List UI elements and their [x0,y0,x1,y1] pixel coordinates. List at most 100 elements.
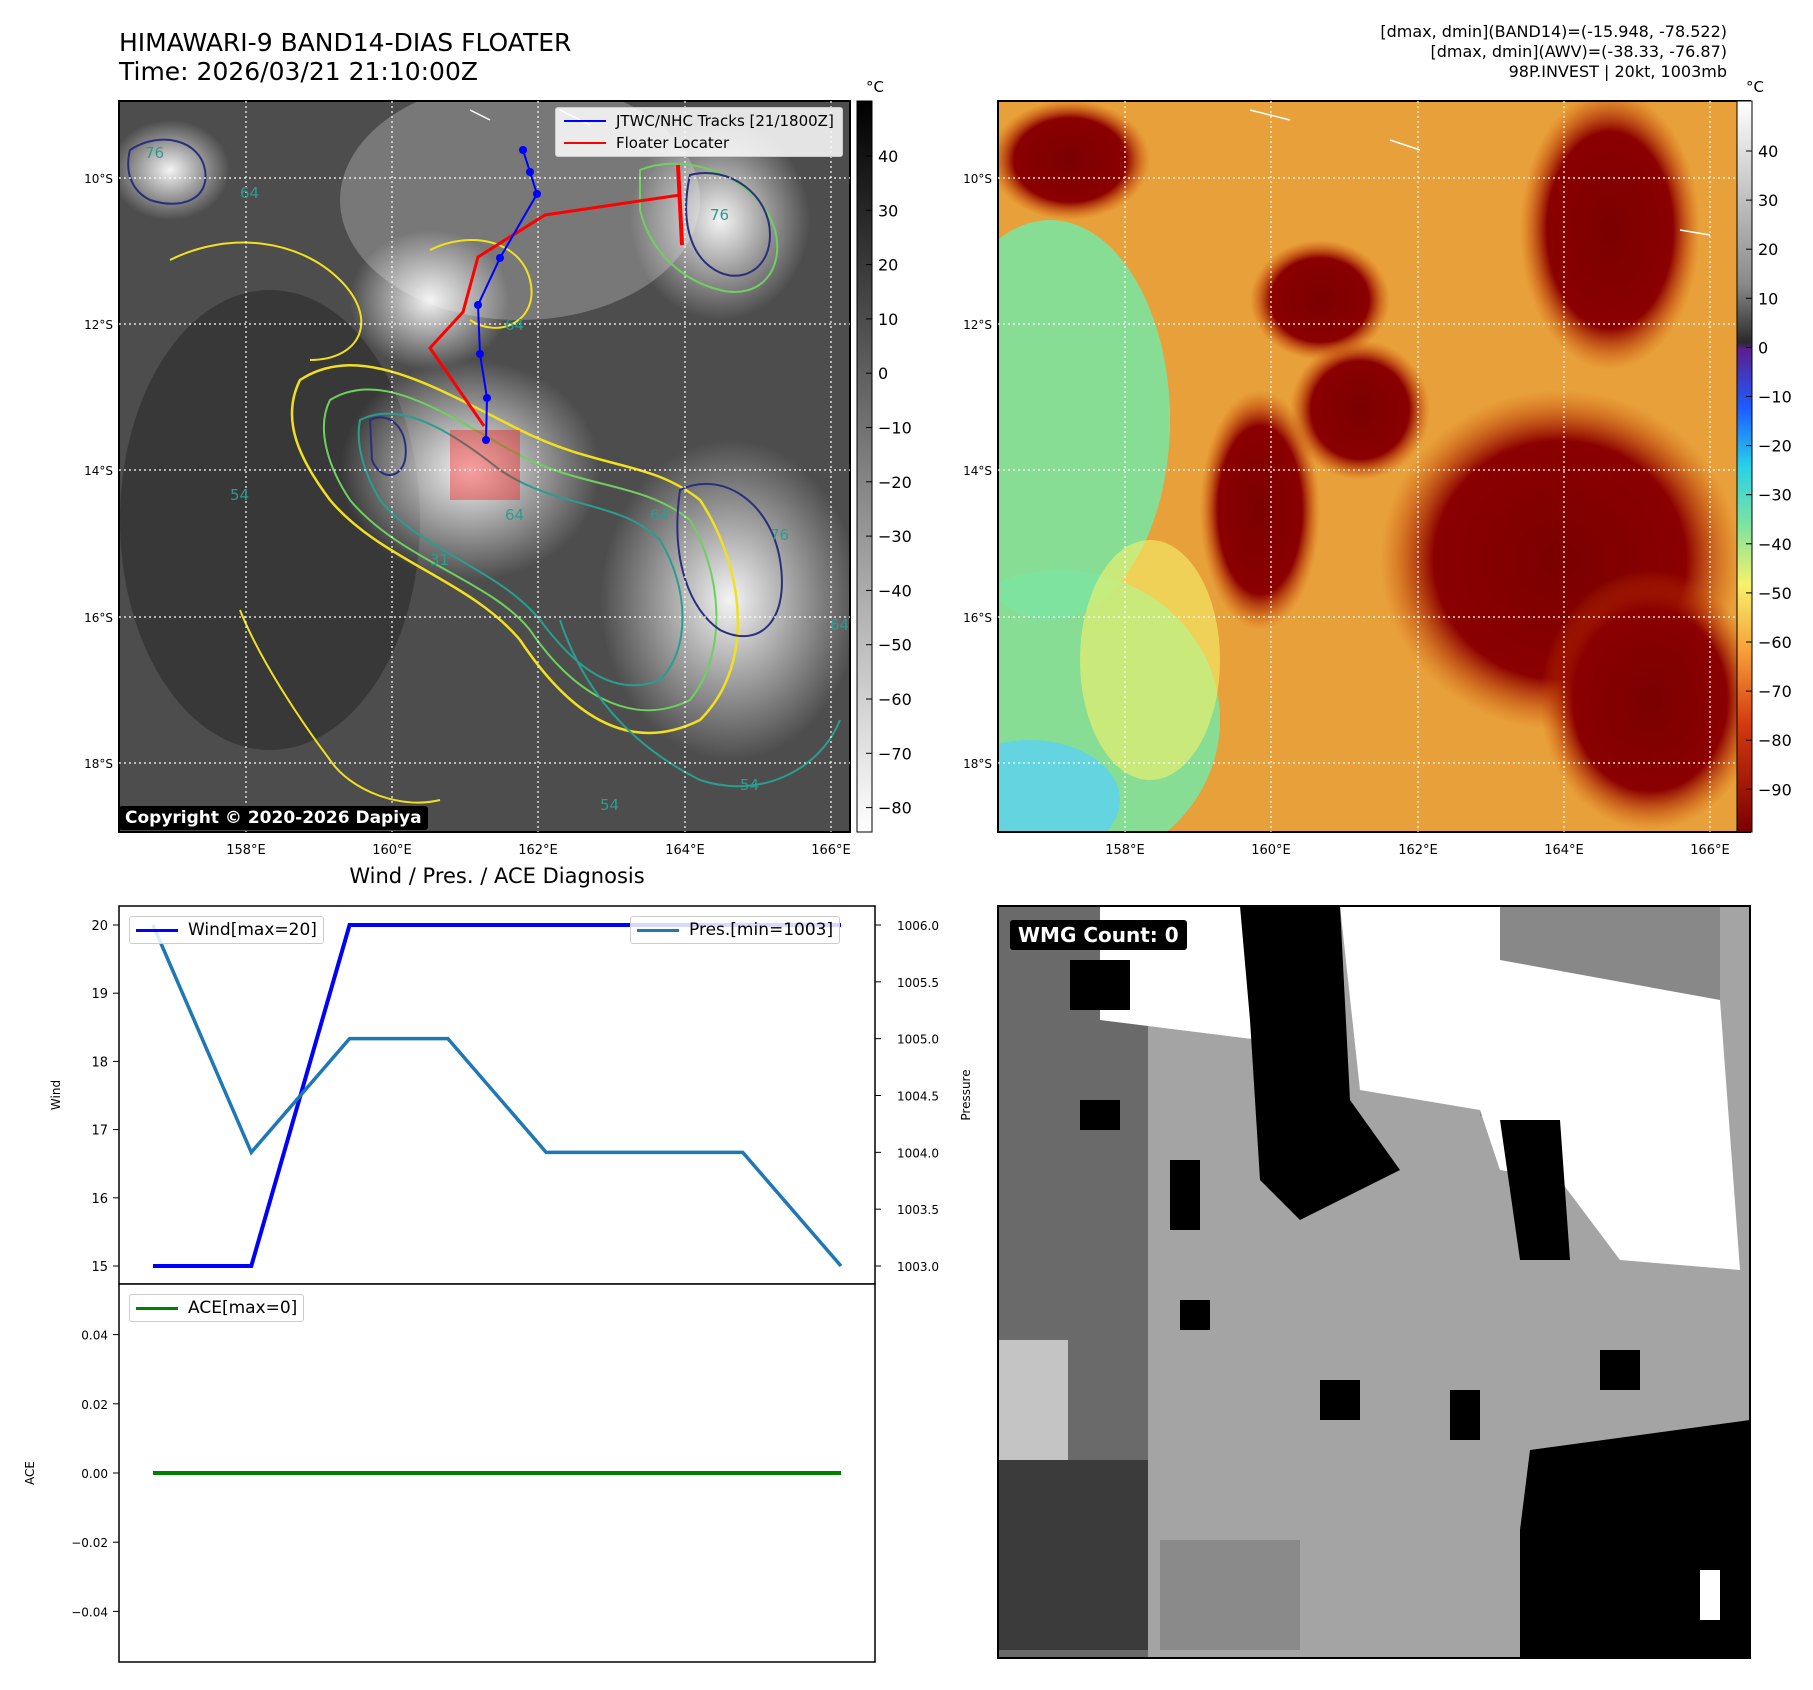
pressure-series-line [151,924,843,1268]
lon-tick-label: 162°E [518,843,558,858]
colorbar-tick-label: −20 [1758,437,1792,456]
color-map-lat-ticks: 10°S 12°S 14°S 16°S 18°S [963,172,992,771]
color-map-gridlines [998,101,1750,832]
pressure-legend-label: Pres.[min=1003] [689,920,834,940]
pressure-axis-tick-label: 1006.0 [897,919,939,933]
pressure-axis-tick-label: 1005.0 [897,1033,939,1047]
contour-label: 76 [145,144,164,162]
colorbar-tick-label: 40 [1758,142,1778,161]
contour-label: 64 [650,506,669,524]
jtwc-track [428,146,684,444]
floater-swatch [564,142,606,144]
colorbar-tick-label: −80 [1758,731,1792,750]
stats-block: [dmax, dmin](BAND14)=(-15.948, -78.522) … [1380,22,1727,82]
ir-map-gridlines [119,101,850,832]
lon-tick-label: 166°E [811,843,851,858]
storm-info: 98P.INVEST | 20kt, 1003mb [1508,62,1727,81]
lat-tick-label: 18°S [84,757,113,771]
legend-tracks: JTWC/NHC Tracks [21/1800Z] [564,112,834,130]
colorbar-tick-label: −40 [878,581,912,600]
lon-tick-label: 160°E [1251,843,1291,858]
stats-band14: [dmax, dmin](BAND14)=(-15.948, -78.522) [1380,22,1727,41]
title-line: HIMAWARI-9 BAND14-DIAS FLOATER [119,28,572,57]
track-point [482,436,490,444]
ir-map-lat-ticks: 10°S 12°S 14°S 16°S 18°S [84,172,113,771]
legend-floater: Floater Locater [564,134,729,152]
contour-labels: 76 64 64 76 64 31 64 76 64 54 54 54 [145,144,849,814]
figure-title: HIMAWARI-9 BAND14-DIAS FLOATER Time: 2026… [119,28,571,86]
colorbar-tick-label: 30 [878,201,898,220]
lat-tick-label: 14°S [84,464,113,478]
wind-axis-tick-label: 16 [91,1192,108,1207]
colorbar-tick-label: −50 [878,636,912,655]
lat-tick-label: 14°S [963,464,992,478]
contour-label: 64 [505,316,524,334]
colorbar-tick-label: 0 [1758,338,1768,357]
colorbar-tick-label: 10 [878,310,898,329]
pressure-axis-tick-label: 1003.5 [897,1203,939,1217]
pressure-legend: Pres.[min=1003] [630,916,841,944]
colorbar-gray-ticks: 40 30 20 10 0 −10 −20 −30 −40 −50 −60 −70 −80 [866,147,912,818]
colorbar-tick-label: −30 [878,527,912,546]
contour-label: 64 [830,616,849,634]
color-map-lon-ticks: 158°E 160°E 162°E 164°E 166°E [1105,843,1730,858]
wind-axis-tick-label: 19 [91,987,108,1002]
wind-legend: Wind[max=20] [129,916,324,944]
contour-label: 54 [600,796,619,814]
legend-floater-label: Floater Locater [616,134,730,152]
wmg-mask-panel [998,906,1750,1658]
pressure-axis-tick-label: 1004.5 [897,1090,939,1104]
lon-tick-label: 158°E [226,843,266,858]
contour-label: 76 [710,206,729,224]
color-map-panel [998,101,1750,832]
ace-axis-tick-label: 0.04 [81,1329,108,1343]
stats-awv: [dmax, dmin](AWV)=(-38.33, -76.87) [1430,42,1727,61]
colorbar-tick-label: −70 [1758,682,1792,701]
colorbar-tick-label: 20 [878,256,898,275]
colorbar-color [1736,100,1753,833]
diagnosis-title: Wind / Pres. / ACE Diagnosis [349,864,645,888]
colorbar-tick-label: −70 [878,744,912,763]
pressure-axis-tick-label: 1004.0 [897,1146,939,1160]
pressure-swatch [637,928,679,932]
contour-label: 31 [430,551,449,569]
wind-swatch [136,928,178,932]
colorbar-tick-label: −80 [878,799,912,818]
ace-legend: ACE[max=0] [129,1294,305,1322]
colorbar-tick-label: −60 [1758,633,1792,652]
track-point [483,394,491,402]
floater-locater-edge [676,164,684,246]
ace-axis-tick-label: 0.02 [81,1398,108,1412]
ir-map-lon-ticks: 158°E 160°E 162°E 164°E 166°E [226,843,851,858]
pressure-axis-label: Pressure [959,1069,973,1120]
contour-label: 54 [740,776,759,794]
colorbar-tick-label: −40 [1758,535,1792,554]
ace-legend-label: ACE[max=0] [188,1298,298,1318]
lon-tick-label: 164°E [665,843,705,858]
contour-label: 54 [230,486,249,504]
floater-locater-line [428,193,681,427]
colorbar-tick-label: 10 [1758,289,1778,308]
ace-swatch [136,1306,178,1310]
lon-tick-label: 158°E [1105,843,1145,858]
ace-axis-tick-label: 0.00 [81,1467,108,1481]
legend-tracks-label: JTWC/NHC Tracks [21/1800Z] [616,112,834,130]
wind-axis-tick-label: 15 [91,1260,108,1275]
lat-tick-label: 10°S [963,172,992,186]
colorbar-tick-label: −10 [878,419,912,438]
track-point [474,301,482,309]
track-point [533,190,541,198]
lon-tick-label: 164°E [1544,843,1584,858]
colorbar-tick-label: 0 [878,364,888,383]
lat-tick-label: 12°S [84,318,113,332]
ir-map-frame [118,100,851,833]
lat-tick-label: 12°S [963,318,992,332]
colorbar-tick-label: 40 [878,147,898,166]
colorbar-gray-unit: °C [866,78,884,96]
lat-tick-label: 18°S [963,757,992,771]
ace-axis-tick-label: −0.02 [71,1536,108,1550]
ace-axis-label: ACE [23,1461,37,1485]
lon-tick-label: 162°E [1398,843,1438,858]
wmg-count-badge: WMG Count: 0 [1010,920,1187,950]
